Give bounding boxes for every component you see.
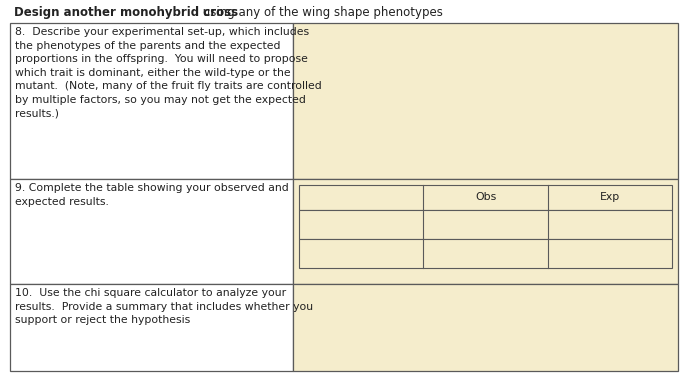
- Bar: [293, 284, 678, 371]
- Bar: [299, 185, 672, 210]
- Text: 9. Complete the table showing your observed and
expected results.: 9. Complete the table showing your obser…: [15, 183, 289, 206]
- Bar: [293, 23, 678, 179]
- Text: Obs: Obs: [475, 193, 496, 202]
- Text: Exp: Exp: [600, 193, 620, 202]
- Bar: [299, 239, 672, 268]
- Bar: [10, 179, 293, 284]
- Text: 10.  Use the chi square calculator to analyze your
results.  Provide a summary t: 10. Use the chi square calculator to ana…: [15, 288, 313, 325]
- Bar: [299, 210, 672, 239]
- Text: using any of the wing shape phenotypes: using any of the wing shape phenotypes: [199, 6, 443, 19]
- Text: 8.  Describe your experimental set-up, which includes
the phenotypes of the pare: 8. Describe your experimental set-up, wh…: [15, 27, 322, 118]
- Bar: [293, 179, 678, 284]
- Bar: [10, 284, 293, 371]
- Bar: [10, 23, 293, 179]
- Text: Design another monohybrid cross: Design another monohybrid cross: [14, 6, 238, 19]
